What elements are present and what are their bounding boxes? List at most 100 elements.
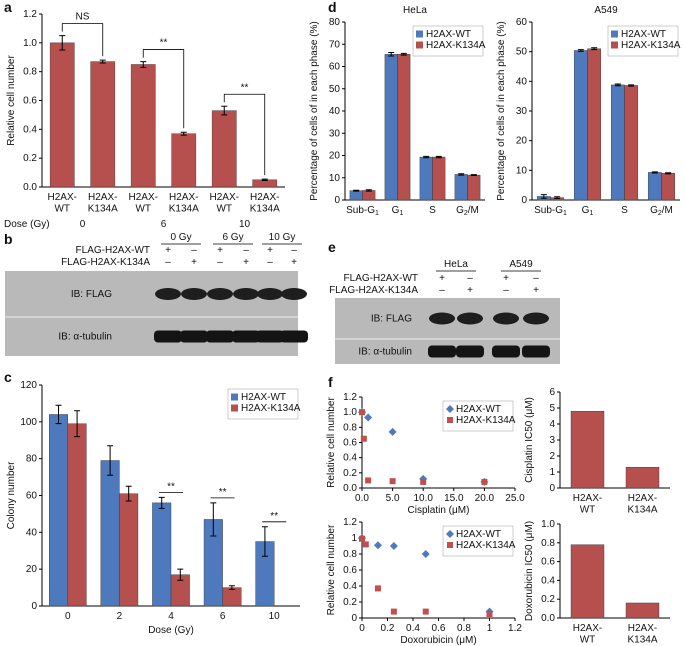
significance-label: ** [160, 37, 168, 48]
legend-label: H2AX-WT [456, 404, 501, 415]
band [280, 330, 308, 343]
row-label: FLAG-H2AX-WT [76, 245, 150, 256]
text-line: IB: FLA [71, 289, 105, 300]
error-bar [74, 410, 81, 438]
point [365, 477, 372, 484]
y-tick-label: 0.6 [541, 556, 555, 567]
text-line: 1.2 [23, 9, 37, 20]
band [257, 288, 283, 300]
text-line: 1 [487, 623, 493, 634]
error-bar [554, 196, 561, 200]
x-tick-label: H2AX-K134A [627, 623, 657, 646]
text-line: f [328, 374, 333, 390]
dose-label: Dose (Gy) [4, 219, 50, 230]
point [359, 409, 365, 416]
text-line: G [79, 257, 87, 268]
bar [624, 85, 639, 201]
text-line: 0.0 [355, 493, 369, 504]
y-tick-label: 0.4 [23, 124, 37, 135]
error-bar [388, 51, 395, 57]
text-line: Relative cell number [6, 55, 17, 146]
text-line: 1 [549, 467, 555, 478]
x-axis-label: Doxorubicin (μM) [400, 635, 476, 646]
text-line: Cisplatin (μM) [408, 505, 470, 516]
y-tick-label: 2 [549, 451, 555, 462]
x-tick-label: 1 [487, 623, 493, 634]
y-tick-label: 40 [329, 106, 341, 117]
point [390, 608, 397, 615]
y-tick-label: 0 [334, 195, 340, 206]
x-tick-label: G2/M [650, 205, 673, 218]
text-line: IB: α-tubulin [358, 346, 412, 357]
y-tick-label: 1 [351, 533, 357, 544]
bar [625, 602, 660, 619]
y-tick-label: 100 [20, 416, 37, 427]
text-line: S [621, 205, 628, 216]
text-line: H2AX-WT [241, 392, 286, 403]
lane-sign: + [267, 245, 273, 256]
text-line: H2AX- [628, 493, 657, 504]
significance-label: ** [167, 481, 175, 492]
y-tick-label: 120 [20, 380, 37, 391]
dose-group: 0 [80, 219, 86, 230]
legend-marker [446, 405, 454, 413]
text-line: FLA [76, 245, 95, 256]
text-line: 10 [269, 611, 281, 622]
y-tick-label: 80 [26, 453, 38, 464]
bar [130, 64, 156, 188]
text-line: H2AX-WT [456, 529, 501, 540]
text-line: 100 [20, 416, 37, 427]
text-line: Sub- [534, 205, 555, 216]
point [374, 585, 381, 592]
point [421, 550, 430, 558]
lane-sign: + [467, 285, 473, 296]
significance-bracket [61, 23, 104, 57]
lane-sign: – [439, 285, 445, 296]
text-line: 25.0 [505, 493, 525, 504]
x-tick-label: H2AX-WT [573, 493, 602, 516]
band [180, 330, 208, 343]
subscript: 1 [375, 210, 379, 217]
bar [432, 156, 446, 201]
legend-swatch [231, 404, 238, 412]
legend-marker [447, 417, 453, 423]
lane-sign: + [243, 257, 249, 268]
y-tick-label: 30 [329, 128, 341, 139]
x-tick-label: H2AX-WT [573, 623, 602, 646]
text-line: + [191, 257, 197, 268]
panel-letter: e [328, 239, 336, 255]
text-line: 10 [239, 219, 251, 230]
y-tick-label: 20 [329, 150, 341, 161]
x-tick-label: 20.0 [475, 493, 495, 504]
legend-label: H2AX-K134A [241, 403, 301, 414]
text-line: – [217, 257, 223, 268]
bar [152, 502, 172, 607]
text-line: G [231, 232, 239, 243]
y-tick-label: 0 [521, 195, 527, 206]
x-tick-label: H2AX-WT [48, 192, 77, 215]
y-axis-label: Relative cell number [6, 55, 17, 146]
lane-sign: + [291, 257, 297, 268]
point [486, 611, 493, 617]
text-line: Percentage of cells of in each phase (%) [496, 21, 507, 201]
text-line: y [290, 232, 295, 243]
lane-sign: + [503, 273, 509, 284]
text-line: 0.8 [23, 66, 37, 77]
x-tick-label: H2AX-K134A [627, 493, 657, 516]
panel-letter: f [328, 374, 333, 390]
point [389, 478, 396, 485]
text-line: 10.0 [413, 493, 433, 504]
band [523, 312, 549, 325]
point [359, 535, 365, 542]
text-line: H2AX- [169, 192, 198, 203]
text-line: FLA [344, 273, 363, 284]
text-line: ** [270, 510, 278, 521]
lane-header: 0 Gy [170, 232, 191, 243]
y-tick-label: 1.0 [23, 37, 37, 48]
x-tick-label: 4 [168, 611, 174, 622]
x-axis-label: Cisplatin (μM) [408, 505, 470, 516]
legend-label: H2AX-WT [456, 529, 501, 540]
text-line: H2AX- [88, 192, 117, 203]
point [360, 435, 367, 442]
point [388, 427, 397, 436]
